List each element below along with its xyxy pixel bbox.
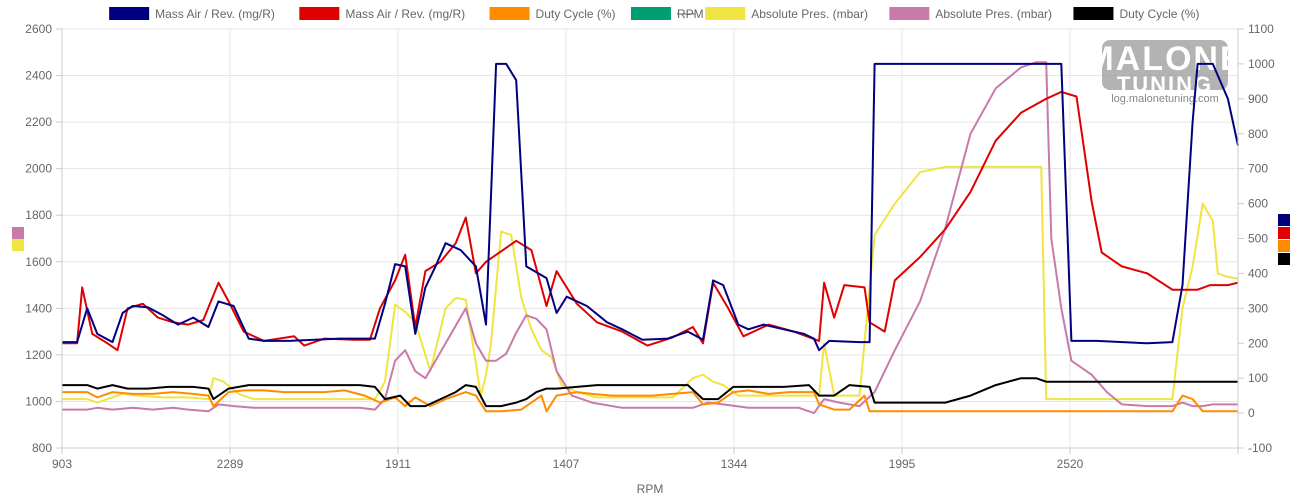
legend-label: Absolute Pres. (mbar) (751, 7, 868, 21)
x-tick-label: 1995 (889, 457, 916, 471)
x-tick-label: 1911 (385, 457, 411, 471)
x-tick-label: 2289 (217, 457, 244, 471)
y-right-tick-label: 700 (1248, 162, 1268, 176)
y-left-tick-label: 2400 (25, 69, 52, 83)
legend-item-5[interactable]: Absolute Pres. (mbar) (889, 7, 1052, 21)
series-line-5 (62, 61, 1238, 415)
series-line-2 (62, 389, 1238, 413)
legend-label: Mass Air / Rev. (mg/R) (155, 7, 275, 21)
x-tick-label: 1407 (553, 457, 580, 471)
legend-swatch (705, 7, 746, 20)
y-right-tick-label: 0 (1248, 406, 1255, 420)
y-right-tick-label: 100 (1248, 371, 1268, 385)
y-left-tick-label: 1800 (25, 208, 52, 222)
legend-swatch (489, 7, 530, 20)
y-left-tick-label: 1600 (25, 255, 52, 269)
legend-item-3[interactable]: RPM (630, 7, 704, 21)
legend-swatch (1073, 7, 1114, 20)
y-right-tick-label: 1000 (1248, 57, 1275, 71)
x-tick-label: 1344 (721, 457, 748, 471)
legend-label: Duty Cycle (%) (536, 7, 616, 21)
axes: 800100012001400160018002000220024002600-… (25, 22, 1275, 471)
legend-item-2[interactable]: Duty Cycle (%) (489, 7, 616, 21)
legend[interactable]: Mass Air / Rev. (mg/R) Mass Air / Rev. (m… (109, 7, 1199, 21)
y-right-tick-label: -100 (1248, 441, 1272, 455)
series-line-0 (62, 62, 1239, 352)
legend-item-4[interactable]: Absolute Pres. (mbar) (705, 7, 868, 21)
y-right-tick-label: 300 (1248, 301, 1268, 315)
legend-label: Mass Air / Rev. (mg/R) (345, 7, 465, 21)
series-lines (62, 61, 1239, 415)
y-right-tick-label: 200 (1248, 336, 1268, 350)
series-line-1 (62, 90, 1239, 352)
legend-item-1[interactable]: Mass Air / Rev. (mg/R) (299, 7, 465, 21)
x-tick-label: 903 (52, 457, 72, 471)
legend-item-6[interactable]: Duty Cycle (%) (1073, 7, 1199, 21)
legend-swatch (889, 7, 930, 20)
x-axis-title: RPM (637, 482, 664, 496)
y-left-tick-label: 2200 (25, 115, 52, 129)
right-axis-marker (1278, 253, 1290, 265)
legend-label: Duty Cycle (%) (1119, 7, 1199, 21)
y-right-tick-label: 500 (1248, 232, 1268, 246)
legend-swatch (299, 7, 340, 20)
y-left-tick-label: 1200 (25, 348, 52, 362)
left-axis-marker (12, 239, 24, 251)
legend-swatch (630, 7, 671, 20)
legend-item-0[interactable]: Mass Air / Rev. (mg/R) (109, 7, 275, 21)
y-left-tick-label: 2600 (25, 22, 52, 36)
y-left-tick-label: 1000 (25, 394, 52, 408)
watermark-url: log.malonetuning.com (1111, 93, 1219, 105)
right-axis-marker (1278, 240, 1290, 252)
legend-swatch (109, 7, 150, 20)
y-left-tick-label: 1400 (25, 301, 52, 315)
watermark: MALONE TUNING log.malonetuning.com (1085, 40, 1243, 105)
y-right-tick-label: 400 (1248, 266, 1268, 280)
y-right-tick-label: 600 (1248, 197, 1268, 211)
series-line-6 (62, 377, 1238, 408)
axis-side-markers (12, 214, 1290, 265)
y-left-tick-label: 800 (32, 441, 52, 455)
y-right-tick-label: 800 (1248, 127, 1268, 141)
right-axis-marker (1278, 214, 1290, 226)
left-axis-marker (12, 227, 24, 239)
series-line-4 (62, 165, 1239, 404)
y-right-tick-label: 1100 (1248, 22, 1274, 36)
right-axis-marker (1278, 227, 1290, 239)
y-left-tick-label: 2000 (25, 162, 52, 176)
y-right-tick-label: 900 (1248, 92, 1268, 106)
x-tick-label: 2520 (1057, 457, 1084, 471)
legend-label: Absolute Pres. (mbar) (935, 7, 1052, 21)
